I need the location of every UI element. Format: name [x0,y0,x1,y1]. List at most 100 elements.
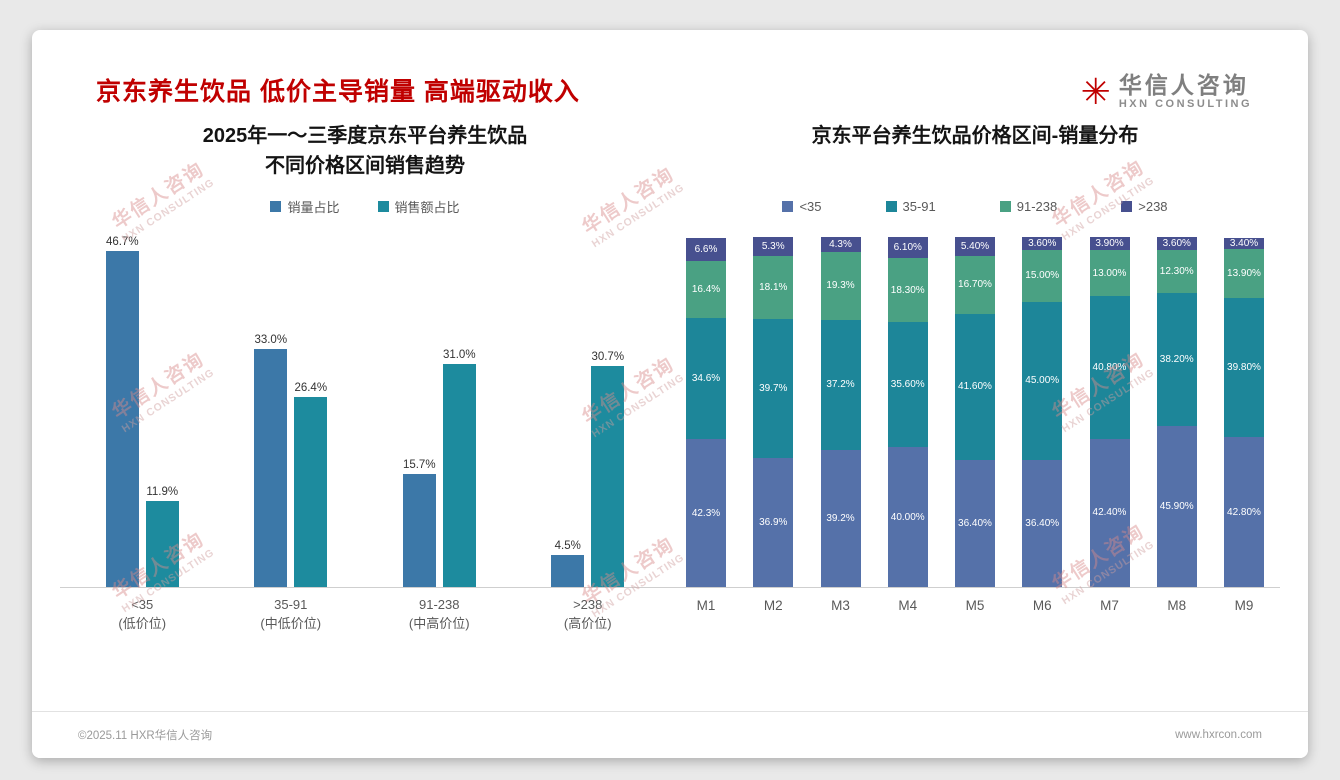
bar-segment: 3.90% [1089,236,1130,251]
stacked-bar: 36.9% 39.7% 18.1% 5.3% [753,236,794,588]
right-chart-xaxis: M1 M2 M3 M4 M5 M6 M7 M8 M9 [670,596,1280,616]
right-chart-title: 京东平台养生饮品价格区间-销量分布 [811,125,1139,148]
bar-segment: 45.00% [1022,302,1063,460]
bar-segment: 39.7% [753,318,794,458]
bar-segment: 12.30% [1156,249,1197,293]
bar-group: 4.5% 30.7% [524,351,652,588]
bar-value-label: 15.7% [402,459,436,472]
bar-value-label: 11.9% [146,486,179,499]
segment-value-label: 36.40% [958,517,992,529]
bar-segment: 5.3% [753,236,794,256]
company-logo: ✳ 华信人咨询 HXN CONSULTING [1081,72,1252,111]
x-axis-label-line1: 35-91 [274,597,308,613]
logo-name: 华信人咨询 [1118,72,1249,98]
bar-segment: 37.2% [820,319,861,450]
segment-value-label: 6.10% [893,242,922,254]
legend-item: >238 [1121,199,1168,214]
bar [591,366,625,588]
bar-segment: 4.3% [820,237,861,253]
bar-group: 46.7% 11.9% [78,235,206,588]
segment-value-label: 45.90% [1159,501,1194,513]
bar-segment: 16.4% [686,260,726,318]
stacked-bar: 40.00% 35.60% 18.30% 6.10% [887,237,928,588]
bar-segment: 18.30% [887,258,928,323]
legend-swatch [782,200,794,212]
segment-value-label: 40.80% [1092,361,1127,373]
x-axis-label-line1: <35 [131,597,154,613]
legend-label: 35-91 [902,198,936,214]
segment-value-label: 13.00% [1092,267,1127,279]
segment-value-label: 45.00% [1025,375,1060,387]
bar-segment: 41.60% [955,314,995,460]
slide-footer: ©2025.11 HXR华信人咨询 www.hxrcon.com [32,711,1308,758]
segment-value-label: 3.60% [1162,237,1191,249]
left-chart-xaxis: <35 (低价位) 35-91 (中低价位) 91-238 (中高价位) >238 (高价位) [60,596,670,634]
bar-segment: 34.6% [686,317,726,440]
bar-segment: 13.00% [1089,250,1130,296]
bar-segment: 3.60% [1022,237,1063,250]
bar-group: 33.0% 26.4% [227,334,355,588]
x-axis-label: M8 [1167,598,1187,614]
bar-wrap: 4.5% [551,539,585,588]
bar-wrap: 11.9% [145,486,179,588]
bar-segment: 18.1% [753,255,794,319]
stacked-bar: 42.80% 39.80% 13.90% 3.40% [1224,237,1264,588]
legend-item: 销售额占比 [377,197,460,216]
stacked-bar: 36.40% 45.00% 15.00% 3.60% [1022,237,1063,588]
segment-value-label: 3.90% [1095,238,1124,250]
segment-value-label: 40.00% [890,511,925,523]
footer-website: www.hxrcon.com [1175,729,1262,741]
x-axis-label-line2: (低价位) [118,615,167,631]
segment-value-label: 42.3% [691,507,721,519]
bar-segment: 42.3% [686,439,726,588]
legend-label: <35 [799,198,822,214]
bar-wrap: 26.4% [294,382,328,588]
x-axis-label-line1: >238 [573,597,603,613]
bar [145,501,179,588]
left-chart-title: 2025年一～三季度京东平台养生饮品 不同价格区间销售趋势 [202,125,528,178]
bar-segment: 36.40% [955,459,995,588]
bar-segment: 39.80% [1224,297,1264,438]
x-axis-label: <35 (低价位) [78,596,206,634]
segment-value-label: 5.40% [960,240,990,252]
segment-value-label: 13.90% [1227,268,1261,280]
segment-value-label: 34.6% [691,373,721,385]
segment-value-label: 6.6% [694,243,718,255]
segment-value-label: 18.1% [759,281,788,293]
segment-value-label: 37.2% [826,379,855,391]
legend-swatch [999,200,1011,212]
segment-value-label: 3.40% [1229,237,1259,249]
x-axis-label: M6 [1032,598,1052,614]
legend-item: 35-91 [885,198,936,214]
bar-segment: 42.40% [1089,438,1130,588]
segment-value-label: 35.60% [890,379,925,391]
segment-value-label: 12.30% [1159,265,1194,277]
segment-value-label: 16.4% [691,283,721,295]
bar-segment: 38.20% [1156,292,1197,427]
footer-copyright: ©2025.11 HXR华信人咨询 [78,730,213,742]
x-axis-label: M1 [696,598,716,614]
segment-value-label: 16.70% [958,279,992,291]
bar-value-label: 46.7% [105,235,139,248]
bar-segment: 42.80% [1224,437,1264,588]
x-axis-label: 35-91 (中低价位) [227,596,355,634]
bar-value-label: 4.5% [554,539,581,552]
stacked-bar: 42.3% 34.6% 16.4% 6.6% [686,237,726,588]
legend-swatch [1121,200,1133,212]
x-axis-label-line2: (高价位) [563,615,612,631]
segment-value-label: 36.40% [1025,517,1060,529]
left-chart: 2025年一～三季度京东平台养生饮品 不同价格区间销售趋势 销量占比 销售额占比 … [60,121,670,634]
segment-value-label: 18.30% [890,284,925,296]
bar-segment: 3.60% [1156,237,1197,250]
legend-item: 销量占比 [270,197,340,216]
right-chart: 京东平台养生饮品价格区间-销量分布 <35 35-91 91-238 >238 42.… [670,121,1280,634]
bar [551,554,585,588]
bar-segment: 40.80% [1089,295,1130,439]
x-axis-label: 91-238 (中高价位) [375,596,503,634]
segment-value-label: 42.40% [1092,507,1127,519]
right-chart-plot: 42.3% 34.6% 16.4% 6.6% 36.9% 39.7% 18.1% 5.3% 39… [670,225,1280,589]
stacked-bar: 42.40% 40.80% 13.00% 3.90% [1089,236,1130,588]
left-chart-plot: 46.7% 11.9% 33.0% 26.4% 15.7% 31.0% 4.5% 30.7% [60,225,670,589]
x-axis-label-line2: (中高价位) [408,615,470,631]
logo-star-icon: ✳ [1080,70,1111,112]
